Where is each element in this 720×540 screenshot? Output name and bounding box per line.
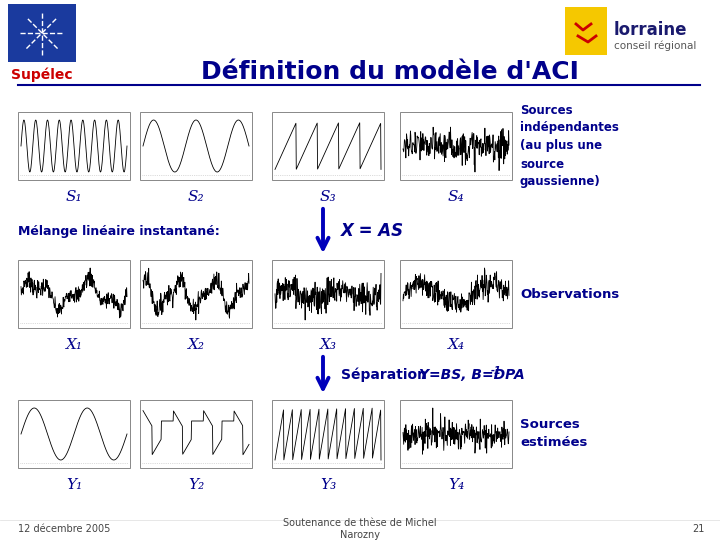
Text: Séparation: Séparation <box>341 368 432 382</box>
FancyBboxPatch shape <box>18 260 130 328</box>
Text: Y₁: Y₁ <box>66 478 82 492</box>
Text: X₁: X₁ <box>66 338 83 352</box>
Text: Sources
indépendantes
(au plus une
source
gaussienne): Sources indépendantes (au plus une sourc… <box>520 104 619 188</box>
FancyBboxPatch shape <box>140 112 252 180</box>
Text: Sources
estimées: Sources estimées <box>520 418 588 449</box>
Text: X₃: X₃ <box>320 338 336 352</box>
FancyBboxPatch shape <box>140 260 252 328</box>
Text: Définition du modèle d'ACI: Définition du modèle d'ACI <box>201 60 579 84</box>
FancyBboxPatch shape <box>272 112 384 180</box>
Text: Y=BS, B=DPA: Y=BS, B=DPA <box>419 368 525 382</box>
FancyBboxPatch shape <box>272 260 384 328</box>
Text: X₄: X₄ <box>448 338 464 352</box>
Text: S₂: S₂ <box>188 190 204 204</box>
Text: Soutenance de thèse de Michel
Narozny: Soutenance de thèse de Michel Narozny <box>283 518 437 540</box>
Text: X = AS: X = AS <box>341 222 404 240</box>
Text: Y₂: Y₂ <box>188 478 204 492</box>
Text: lorraine: lorraine <box>614 21 688 39</box>
Text: -1: -1 <box>491 366 502 376</box>
FancyBboxPatch shape <box>272 400 384 468</box>
FancyBboxPatch shape <box>8 4 76 62</box>
FancyBboxPatch shape <box>400 112 512 180</box>
Text: S₄: S₄ <box>448 190 464 204</box>
FancyBboxPatch shape <box>140 400 252 468</box>
FancyBboxPatch shape <box>18 112 130 180</box>
Text: X₂: X₂ <box>187 338 204 352</box>
FancyBboxPatch shape <box>400 260 512 328</box>
FancyBboxPatch shape <box>18 400 130 468</box>
Text: 12 décembre 2005: 12 décembre 2005 <box>18 524 110 534</box>
Text: Observations: Observations <box>520 287 619 300</box>
Text: S₁: S₁ <box>66 190 82 204</box>
Text: Mélange linéaire instantané:: Mélange linéaire instantané: <box>18 225 220 238</box>
Text: Y₄: Y₄ <box>448 478 464 492</box>
Text: conseil régional: conseil régional <box>614 40 696 51</box>
Text: S₃: S₃ <box>320 190 336 204</box>
FancyBboxPatch shape <box>565 7 607 55</box>
Text: Supélec: Supélec <box>12 68 73 83</box>
Text: Y₃: Y₃ <box>320 478 336 492</box>
Text: 21: 21 <box>693 524 705 534</box>
FancyBboxPatch shape <box>400 400 512 468</box>
